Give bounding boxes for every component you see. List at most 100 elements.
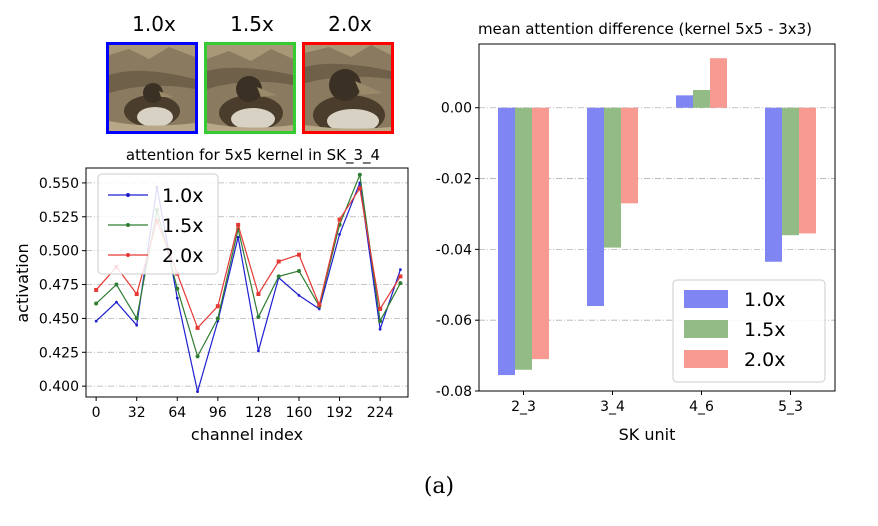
bar-chart-ticks: 0.00 -0.02 -0.04 -0.06 -0.08 2_3 3_4 4_6 5_3 — [436, 101, 803, 415]
line-chart-ytick-label: 0.525 — [39, 210, 79, 226]
series-point-2.0x — [378, 306, 383, 311]
charts-canvas: attention for 5x5 kernel in SK_3_4 0.400… — [13, 20, 836, 444]
line-chart-ytick-label: 0.450 — [39, 311, 79, 327]
bar-2.0x-5_3 — [799, 107, 816, 234]
bar-2.0x-4_6 — [710, 58, 727, 108]
bar-2.0x-3_4 — [621, 107, 638, 204]
series-point-1.5x — [195, 354, 200, 359]
legend-label-1.0x: 1.0x — [744, 289, 785, 311]
bar-1.5x-5_3 — [782, 107, 799, 236]
line-chart-xlabel: channel index — [191, 425, 303, 444]
legend-label-1.5x: 1.5x — [744, 319, 785, 341]
series-point-1.5x — [296, 268, 301, 273]
thumbnail-label-3: 2.0x — [328, 12, 372, 36]
series-point-1.5x — [256, 315, 261, 320]
line-chart-legend: 1.0x 1.5x 2.0x — [97, 173, 219, 275]
line-chart-title: attention for 5x5 kernel in SK_3_4 — [126, 146, 380, 165]
series-point-2.0x — [215, 304, 220, 309]
bar-chart: mean attention difference (kernel 5x5 - … — [436, 20, 836, 444]
bar-chart-legend: 1.0x 1.5x 2.0x — [672, 279, 826, 383]
figure-caption: (a) — [423, 474, 455, 499]
line-chart-ticks: 0.400 0.425 0.450 0.475 0.500 0.525 0.550 0 32 64… — [39, 176, 394, 421]
series-point-1.0x — [135, 323, 139, 327]
legend-swatch-1.5x — [684, 320, 728, 338]
line-chart-xtick-label: 160 — [286, 405, 313, 421]
bar-chart-ytick-label: 0.00 — [441, 101, 472, 117]
series-point-2.0x — [317, 302, 322, 307]
series-point-2.0x — [296, 252, 301, 257]
series-point-2.0x — [337, 217, 342, 222]
bird-thumbnail-2 — [204, 42, 296, 134]
line-chart-xtick-label: 0 — [92, 405, 101, 421]
line-chart-legend-box — [97, 173, 219, 275]
bar-1.0x-2_3 — [498, 107, 515, 376]
series-point-1.0x — [257, 349, 260, 353]
thumbnail-label-1: 1.0x — [132, 12, 176, 36]
bar-chart-ytick-label: -0.02 — [436, 172, 472, 188]
bar-1.5x-3_4 — [604, 107, 621, 248]
bar-1.5x-2_3 — [515, 107, 532, 370]
series-point-1.5x — [114, 282, 119, 287]
series-point-2.0x — [236, 222, 241, 227]
series-point-2.0x — [94, 287, 99, 292]
line-chart-grid — [86, 182, 408, 387]
series-point-2.0x — [134, 292, 139, 297]
legend-label-2.0x: 2.0x — [744, 349, 785, 371]
bar-chart-xlabel: SK unit — [619, 425, 676, 444]
bar-chart-xtick-label: 3_4 — [600, 399, 625, 415]
series-point-1.0x — [378, 327, 382, 331]
line-chart-xtick-label: 192 — [326, 405, 353, 421]
bar-chart-ytick-label: -0.06 — [436, 313, 472, 329]
bar-chart-bars — [498, 58, 816, 376]
line-chart-frame — [85, 167, 409, 398]
bar-chart-xtick-label: 2_3 — [511, 399, 536, 415]
series-point-1.5x — [378, 319, 383, 324]
series-point-1.5x — [175, 286, 180, 291]
legend-swatch-2.0x — [684, 350, 728, 368]
line-chart-xtick-label: 96 — [209, 405, 227, 421]
bar-chart-title: mean attention difference (kernel 5x5 - … — [478, 20, 812, 38]
bird-thumbnail-3 — [302, 42, 394, 134]
bar-chart-xtick-label: 4_6 — [689, 399, 714, 415]
bar-1.0x-5_3 — [765, 107, 782, 262]
series-point-2.0x — [276, 259, 281, 264]
line-chart-xtick-label: 224 — [367, 405, 394, 421]
series-point-2.0x — [195, 325, 200, 330]
line-chart-xtick-label: 128 — [245, 405, 272, 421]
line-chart-xtick-label: 32 — [128, 405, 146, 421]
series-point-2.0x — [357, 186, 362, 191]
legend-marker-2.0x — [126, 253, 130, 257]
series-point-1.5x — [276, 274, 281, 279]
line-chart: attention for 5x5 kernel in SK_3_4 0.400… — [13, 146, 409, 444]
series-point-2.0x — [256, 292, 261, 297]
series-point-1.0x — [398, 268, 402, 272]
legend-label-1.5x: 1.5x — [162, 215, 203, 237]
series-point-1.0x — [297, 293, 301, 297]
series-point-1.5x — [215, 316, 220, 321]
legend-marker-1.5x — [126, 223, 130, 227]
series-point-1.5x — [94, 301, 99, 306]
series-point-1.5x — [398, 281, 403, 286]
bar-2.0x-2_3 — [532, 107, 549, 360]
bar-chart-ytick-label: -0.04 — [436, 242, 472, 258]
legend-label-1.0x: 1.0x — [162, 185, 203, 207]
line-chart-ylabel: activation — [13, 243, 32, 322]
series-point-2.0x — [398, 274, 403, 279]
bar-1.5x-4_6 — [693, 90, 710, 108]
line-chart-ytick-label: 0.475 — [39, 278, 79, 294]
line-chart-ytick-label: 0.425 — [39, 345, 79, 361]
line-chart-xtick-label: 64 — [168, 405, 186, 421]
legend-label-2.0x: 2.0x — [162, 245, 203, 267]
series-point-1.0x — [317, 307, 321, 311]
bar-chart-xtick-label: 5_3 — [778, 399, 803, 415]
series-point-1.0x — [196, 390, 199, 393]
bar-1.0x-4_6 — [676, 95, 693, 108]
series-point-1.0x — [94, 319, 98, 323]
bar-chart-ytick-label: -0.08 — [436, 384, 472, 400]
line-chart-ytick-label: 0.550 — [39, 176, 79, 192]
line-chart-ytick-label: 0.400 — [39, 379, 79, 395]
legend-marker-1.0x — [126, 193, 130, 197]
bar-1.0x-3_4 — [587, 107, 604, 307]
series-point-1.0x — [175, 296, 179, 300]
